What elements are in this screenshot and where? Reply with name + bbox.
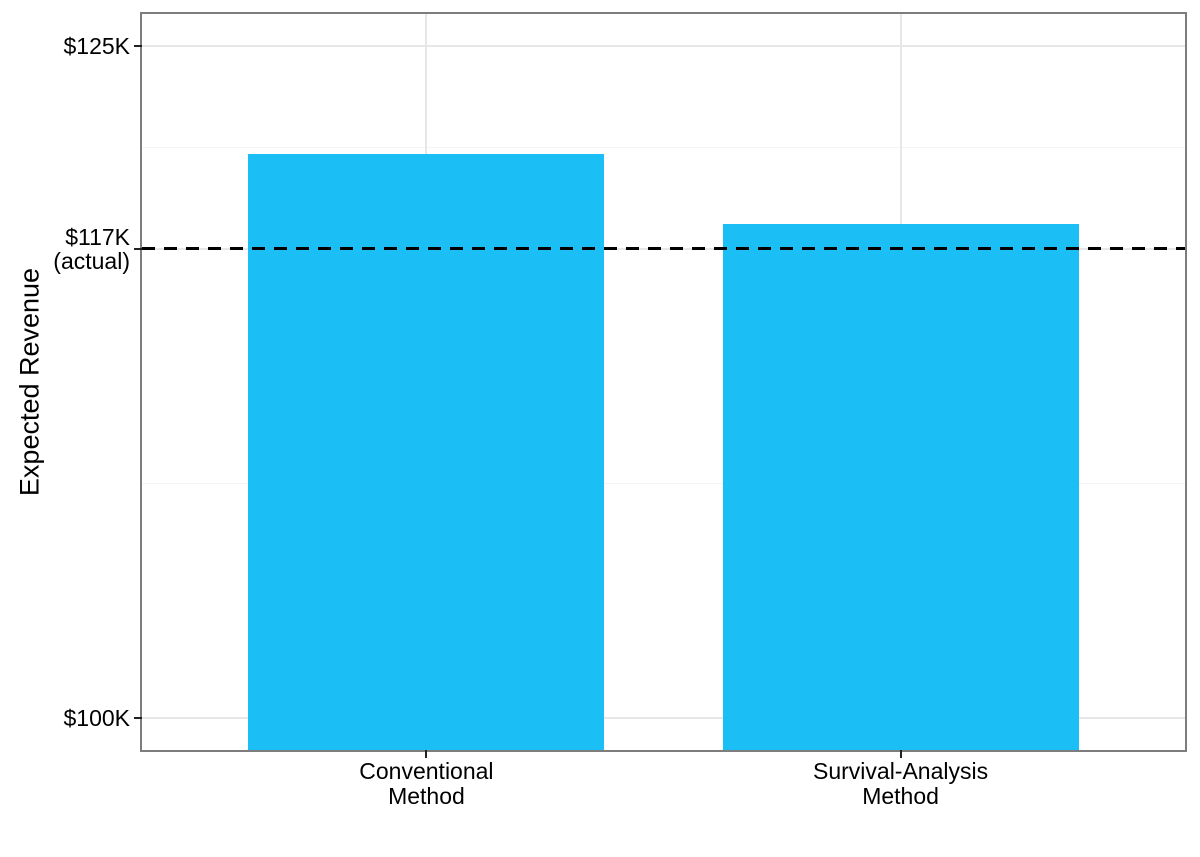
y-tick-label: $117K (actual) [0,225,130,273]
y-axis-tick [134,45,142,48]
y-tick-label-line: $100K [63,704,130,731]
y-axis-tick [134,247,142,250]
y-tick-label: $125K [0,34,130,58]
x-tick-label-line: Conventional [359,758,494,784]
x-tick-label-line: Method [862,783,939,809]
x-axis-tick [425,750,428,758]
revenue-bar [248,153,605,750]
actual-revenue-dashed-line [142,247,1185,251]
plot-panel [140,12,1187,752]
revenue-bar [722,223,1079,750]
x-tick-label-line: Survival-Analysis [813,758,989,784]
major-gridline [142,45,1185,48]
y-tick-label-line: $125K [63,33,130,60]
x-tick-label-line: Method [388,783,465,809]
x-tick-label: Survival-Analysis Method [701,759,1101,809]
y-axis-title: Expected Revenue [14,267,45,497]
x-axis-tick [899,750,902,758]
y-tick-label-line: (actual) [53,247,130,274]
x-tick-label: Conventional Method [226,759,626,809]
major-gridline [142,716,1185,719]
minor-gridline [142,146,1185,149]
y-tick-label-line: $117K [65,223,130,250]
minor-gridline [142,482,1185,485]
y-tick-label: $100K [0,706,130,730]
y-axis-tick [134,716,142,719]
